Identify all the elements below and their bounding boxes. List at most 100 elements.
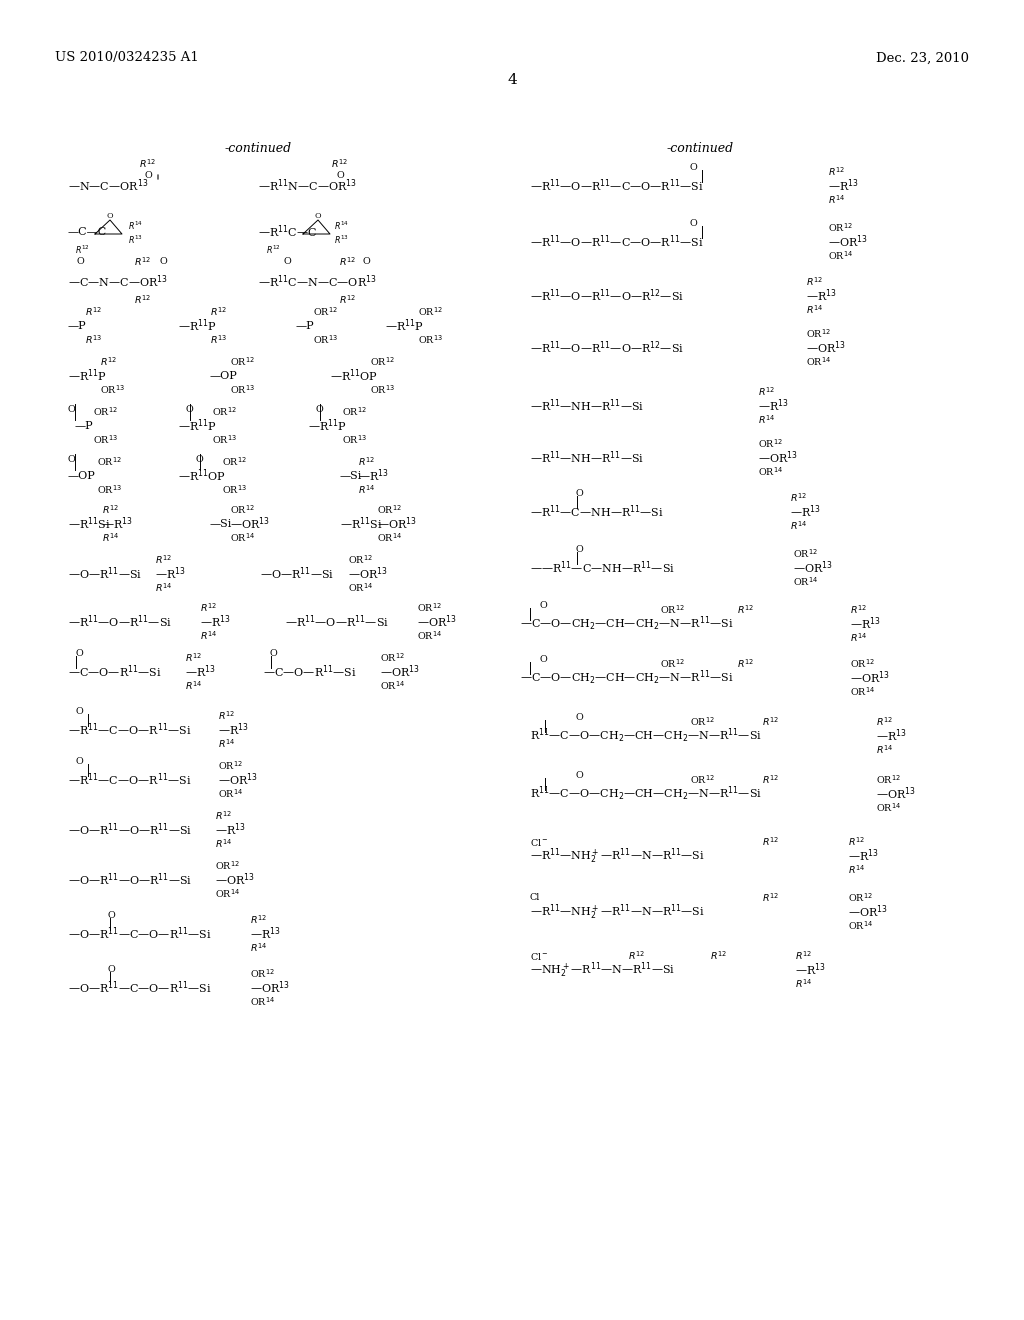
Text: $R^{14}$: $R^{14}$ [358,483,376,496]
Text: OR$^{14}$: OR$^{14}$ [793,576,818,589]
Text: —P: —P [68,321,87,331]
Text: $R^{12}$: $R^{12}$ [185,652,202,664]
Text: —R$^{11}$—O—R$^{11}$—O—R$^{12}$—Si: —R$^{11}$—O—R$^{11}$—O—R$^{12}$—Si [530,339,684,356]
Text: —R$^{13}$: —R$^{13}$ [358,467,389,484]
Text: OR$^{12}$: OR$^{12}$ [876,774,901,787]
Text: —R$^{11}$—C—O—R$^{11}$—Si: —R$^{11}$—C—O—R$^{11}$—Si [68,772,191,788]
Text: $R^{12}$: $R^{12}$ [758,385,775,399]
Text: O: O [106,213,114,220]
Text: $R^{14}$: $R^{14}$ [828,194,846,206]
Text: $R^{14}$: $R^{14}$ [850,632,867,644]
Text: —OR$^{13}$: —OR$^{13}$ [218,772,258,788]
Text: —OR$^{13}$: —OR$^{13}$ [380,664,420,680]
Text: —R$^{13}$: —R$^{13}$ [790,504,821,520]
Text: US 2010/0324235 A1: US 2010/0324235 A1 [55,51,199,65]
Text: OR$^{12}$: OR$^{12}$ [828,222,853,235]
Text: —R$^{13}$: —R$^{13}$ [102,516,133,532]
Text: —R$^{11}$N—C—OR$^{13}$: —R$^{11}$N—C—OR$^{13}$ [258,178,357,194]
Text: —NH$_2^+$—R$^{11}$—N—R$^{11}$—Si: —NH$_2^+$—R$^{11}$—N—R$^{11}$—Si [530,960,675,979]
Text: $R^{12}$: $R^{12}$ [340,256,356,268]
Text: $R^{12}$: $R^{12}$ [790,492,807,504]
Text: —C—N—C—OR$^{13}$: —C—N—C—OR$^{13}$ [68,273,168,290]
Text: OR$^{12}$: OR$^{12}$ [793,548,818,560]
Text: OR$^{13}$: OR$^{13}$ [313,334,338,346]
Text: O: O [144,170,152,180]
Text: —R$^{11}$—NH$_2^+$—R$^{11}$—N—R$^{11}$—Si: —R$^{11}$—NH$_2^+$—R$^{11}$—N—R$^{11}$—S… [530,902,705,921]
Text: —OR$^{13}$: —OR$^{13}$ [250,979,290,997]
Text: R$^{11}$—C—O—CH$_2$—CH—CH$_2$—N—R$^{11}$—Si: R$^{11}$—C—O—CH$_2$—CH—CH$_2$—N—R$^{11}$… [530,727,762,746]
Text: OR$^{14}$: OR$^{14}$ [348,582,373,594]
Text: —O—R$^{11}$—C—O—R$^{11}$—Si: —O—R$^{11}$—C—O—R$^{11}$—Si [68,979,212,997]
Text: OR$^{13}$: OR$^{13}$ [212,434,237,446]
Text: —C—O—R$^{11}$—Si: —C—O—R$^{11}$—Si [263,664,356,680]
Text: —R$^{11}$—NH$_2^+$—R$^{11}$—N—R$^{11}$—Si: —R$^{11}$—NH$_2^+$—R$^{11}$—N—R$^{11}$—S… [530,846,705,866]
Text: O: O [108,912,116,920]
Text: $R^{14}$: $R^{14}$ [155,582,172,594]
Text: OR$^{14}$: OR$^{14}$ [758,466,783,478]
Text: —O—R$^{11}$—O—R$^{11}$—Si: —O—R$^{11}$—O—R$^{11}$—Si [68,821,193,838]
Text: Dec. 23, 2010: Dec. 23, 2010 [876,51,969,65]
Text: OR$^{12}$: OR$^{12}$ [230,355,255,368]
Text: OR$^{12}$: OR$^{12}$ [377,504,401,516]
Text: OR$^{12}$: OR$^{12}$ [417,602,441,614]
Text: —N—C—OR$^{13}$: —N—C—OR$^{13}$ [68,178,148,194]
Text: —C—O—CH$_2$—CH—CH$_2$—N—R$^{11}$—Si: —C—O—CH$_2$—CH—CH$_2$—N—R$^{11}$—Si [520,669,733,688]
Text: 4: 4 [507,73,517,87]
Text: —OR$^{13}$: —OR$^{13}$ [876,785,915,803]
Text: —C—O—CH$_2$—CH—CH$_2$—N—R$^{11}$—Si: —C—O—CH$_2$—CH—CH$_2$—N—R$^{11}$—Si [520,615,733,634]
Text: OR$^{13}$: OR$^{13}$ [97,483,122,496]
Text: $R^{12}$: $R^{12}$ [75,244,90,256]
Text: —R$^{11}$C—C: —R$^{11}$C—C [258,223,317,240]
Text: O: O [315,405,323,414]
Text: OR$^{12}$: OR$^{12}$ [660,603,685,616]
Text: $R^{14}$: $R^{14}$ [876,743,893,756]
Text: OR$^{14}$: OR$^{14}$ [230,532,255,544]
Text: —R$^{11}$OP: —R$^{11}$OP [330,368,378,384]
Text: —O—R$^{11}$—O—R$^{11}$—Si: —O—R$^{11}$—O—R$^{11}$—Si [68,871,193,888]
Text: O: O [159,257,167,267]
Text: O: O [575,545,583,554]
Text: OR$^{12}$: OR$^{12}$ [212,405,237,418]
Text: Cl$^-$: Cl$^-$ [530,837,549,847]
Text: $R^{12}$: $R^{12}$ [85,306,102,318]
Text: Cl$^-$: Cl$^-$ [530,950,549,961]
Text: $R^{14}$: $R^{14}$ [334,220,349,232]
Text: —OR$^{13}$: —OR$^{13}$ [850,669,890,686]
Text: $R^{14}$: $R^{14}$ [185,680,203,692]
Text: —R$^{11}$P: —R$^{11}$P [178,417,217,434]
Text: $R^{12}$: $R^{12}$ [848,836,865,849]
Text: $R^{12}$: $R^{12}$ [266,244,281,256]
Text: $R^{12}$: $R^{12}$ [762,892,779,904]
Text: —R$^{11}$—O—R$^{11}$—Si: —R$^{11}$—O—R$^{11}$—Si [285,614,389,630]
Text: OR$^{12}$: OR$^{12}$ [93,405,118,418]
Text: $R^{13}$: $R^{13}$ [128,234,143,247]
Text: $R^{12}$: $R^{12}$ [102,504,119,516]
Text: OR$^{14}$: OR$^{14}$ [417,630,442,643]
Text: OR$^{13}$: OR$^{13}$ [222,483,247,496]
Text: $R^{12}$: $R^{12}$ [100,355,117,368]
Text: —R$^{11}$—O—R$^{11}$—C—O—R$^{11}$—Si: —R$^{11}$—O—R$^{11}$—C—O—R$^{11}$—Si [530,234,703,251]
Text: —R$^{11}$P: —R$^{11}$P [68,368,106,384]
Text: —R$^{11}$—C—O—R$^{11}$—Si: —R$^{11}$—C—O—R$^{11}$—Si [68,722,191,738]
Text: OR$^{14}$: OR$^{14}$ [876,801,901,814]
Text: $R^{12}$: $R^{12}$ [210,306,227,318]
Text: $R^{12}$: $R^{12}$ [340,294,356,306]
Text: $R^{14}$: $R^{14}$ [215,838,232,850]
Text: OR$^{13}$: OR$^{13}$ [418,334,443,346]
Text: $R^{14}$: $R^{14}$ [218,738,236,750]
Text: —C—O—R$^{11}$—Si: —C—O—R$^{11}$—Si [68,664,162,680]
Text: $R^{14}$: $R^{14}$ [790,520,807,532]
Text: OR$^{12}$: OR$^{12}$ [758,438,782,450]
Text: $R^{12}$: $R^{12}$ [795,949,812,962]
Text: O: O [75,758,83,767]
Text: $R^{13}$: $R^{13}$ [210,334,227,346]
Text: $R^{14}$: $R^{14}$ [128,220,143,232]
Text: —OP: —OP [210,371,238,381]
Text: $R^{12}$: $R^{12}$ [710,949,727,962]
Text: —R$^{13}$: —R$^{13}$ [848,847,879,865]
Text: $R^{12}$: $R^{12}$ [218,710,236,722]
Text: $R^{13}$: $R^{13}$ [334,234,349,247]
Text: OR$^{12}$: OR$^{12}$ [215,859,240,873]
Text: O: O [68,455,76,465]
Text: OR$^{14}$: OR$^{14}$ [850,685,876,698]
